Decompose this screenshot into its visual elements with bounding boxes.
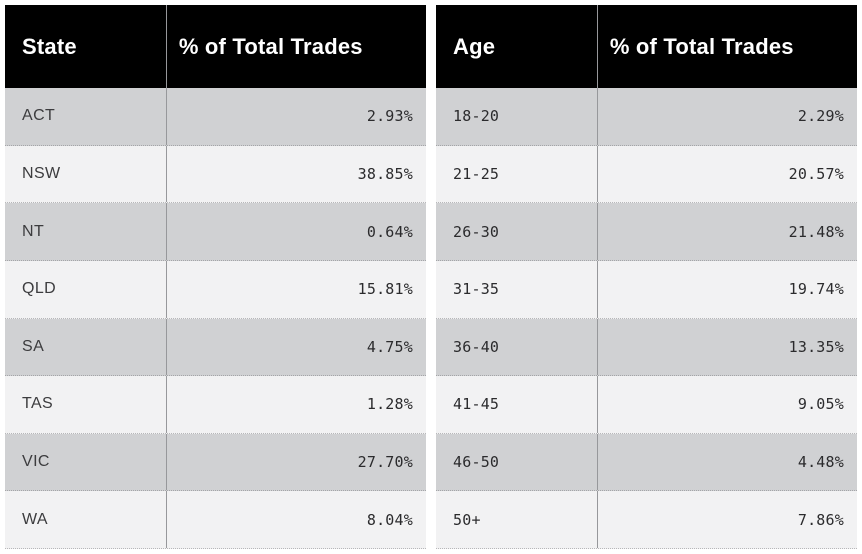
age-value: 21.48% [788, 222, 844, 241]
table-row: 36-40 13.35% [436, 318, 857, 377]
state-label: NSW [22, 164, 61, 182]
table-row: 41-45 9.05% [436, 376, 857, 434]
table-row: 21-25 20.57% [436, 145, 857, 204]
table-row: 46-50 4.48% [436, 433, 857, 492]
age-label: 18-20 [453, 107, 500, 126]
age-label: 41-45 [453, 395, 500, 414]
table-row: NT 0.64% [5, 203, 426, 261]
state-label: VIC [22, 453, 50, 471]
state-value: 8.04% [366, 510, 413, 529]
table-row: 50+ 7.86% [436, 491, 857, 549]
state-value: 4.75% [366, 337, 413, 356]
state-label: NT [22, 222, 45, 240]
state-pct-header-cell: % of Total Trades [165, 5, 426, 88]
state-label: WA [22, 510, 48, 528]
age-table-header-row: Age % of Total Trades [436, 5, 857, 88]
table-row: SA 4.75% [5, 318, 426, 377]
state-table-header-row: State % of Total Trades [5, 5, 426, 88]
state-value: 38.85% [357, 164, 413, 183]
age-value: 19.74% [788, 280, 844, 299]
state-value: 1.28% [366, 395, 413, 414]
age-value: 20.57% [788, 164, 844, 183]
table-row: QLD 15.81% [5, 260, 426, 319]
table-row: NSW 38.85% [5, 145, 426, 204]
age-value: 9.05% [797, 395, 844, 414]
state-label: TAS [22, 395, 54, 413]
age-label: 36-40 [453, 337, 500, 356]
age-value: 7.86% [797, 510, 844, 529]
state-value: 27.70% [357, 453, 413, 472]
age-header-cell: Age [453, 33, 496, 59]
table-row: 18-20 2.29% [436, 88, 857, 146]
age-label: 21-25 [453, 164, 500, 183]
state-table: State % of Total Trades ACT 2.93% NSW 38… [5, 5, 426, 549]
state-value: 2.93% [366, 107, 413, 126]
age-value: 4.48% [797, 453, 844, 472]
age-pct-header-cell: % of Total Trades [596, 5, 857, 88]
state-label: ACT [22, 107, 56, 125]
age-label: 50+ [453, 510, 481, 529]
age-value: 2.29% [797, 107, 844, 126]
table-row: ACT 2.93% [5, 88, 426, 146]
age-label: 31-35 [453, 280, 500, 299]
age-label: 26-30 [453, 222, 500, 241]
table-row: WA 8.04% [5, 491, 426, 549]
state-value: 0.64% [366, 222, 413, 241]
state-value: 15.81% [357, 280, 413, 299]
age-value: 13.35% [788, 337, 844, 356]
table-row: TAS 1.28% [5, 376, 426, 434]
state-label: SA [22, 337, 45, 355]
age-label: 46-50 [453, 453, 500, 472]
table-row: VIC 27.70% [5, 433, 426, 492]
state-header-cell: State [22, 33, 77, 59]
table-row: 26-30 21.48% [436, 203, 857, 261]
age-table: Age % of Total Trades 18-20 2.29% 21-25 … [436, 5, 857, 549]
table-row: 31-35 19.74% [436, 260, 857, 319]
state-label: QLD [22, 280, 57, 298]
